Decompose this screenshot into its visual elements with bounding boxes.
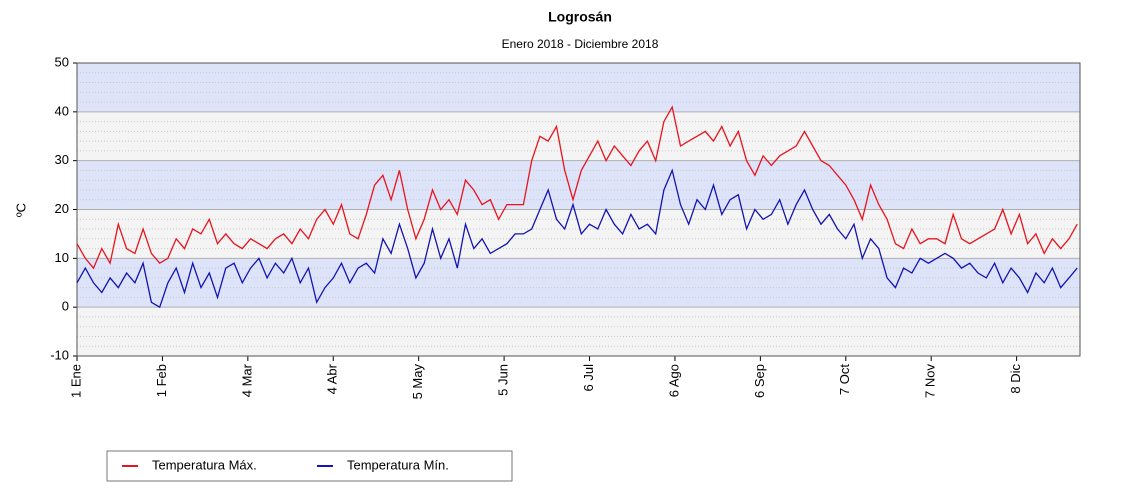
series-line [76,168,1078,309]
x-tick-label: 4 Mar [239,363,254,397]
band [77,258,1080,308]
y-tick-label: 40 [55,103,69,118]
x-tick-label: 6 Sep [752,364,767,398]
series-line [76,105,1078,270]
y-tick-label: 10 [55,250,69,265]
chart-subtitle: Enero 2018 - Diciembre 2018 [502,37,659,51]
x-tick-label: 7 Oct [837,364,852,395]
band [77,160,1080,210]
x-tick-label: 1 Feb [154,364,169,397]
legend-label: Temperatura Máx. [152,457,257,472]
legend-label: Temperatura Mín. [347,457,449,472]
y-tick-label: 0 [62,299,69,314]
band [77,63,1080,112]
x-tick-label: 4 Abr [325,363,340,394]
y-tick-label: -10 [50,347,69,362]
legend-box [106,450,513,482]
x-tick-label: 6 Jul [581,364,596,392]
x-tick-label: 6 Ago [666,364,681,397]
x-tick-label: 1 Ene [68,364,83,398]
x-tick-label: 5 May [410,364,425,400]
plot-border [76,62,1081,357]
y-tick-label: 20 [55,201,69,216]
y-axis-label: ºC [13,203,28,217]
chart-title: Logrosán [548,9,612,25]
x-tick-label: 8 Dic [1008,364,1023,394]
x-tick-label: 5 Jun [496,364,511,396]
y-tick-label: 50 [55,54,69,69]
x-tick-label: 7 Nov [923,364,938,398]
y-tick-label: 30 [55,152,69,167]
